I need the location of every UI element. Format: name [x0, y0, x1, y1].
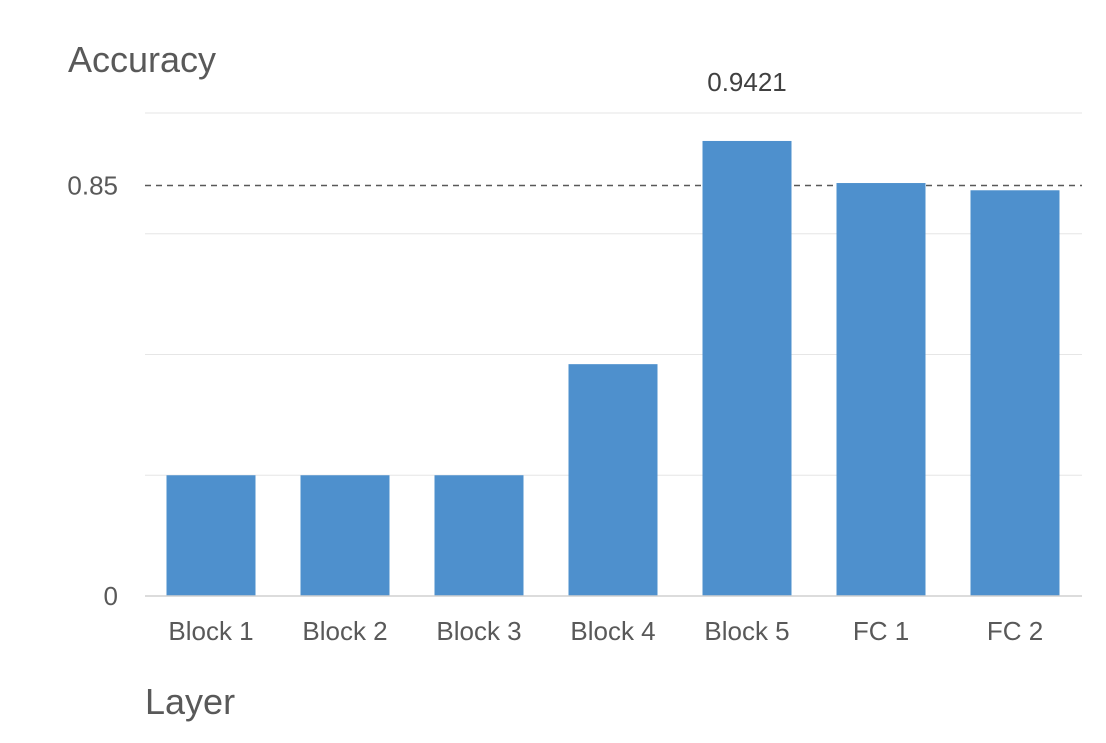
bar-fc-2	[970, 190, 1060, 596]
x-tick-label-block-3: Block 3	[436, 616, 521, 646]
x-tick-label-block-1: Block 1	[168, 616, 253, 646]
x-tick-label-block-2: Block 2	[302, 616, 387, 646]
bar-block-4	[568, 364, 658, 596]
y-tick-label-0: 0	[104, 581, 118, 611]
bar-fc-1	[836, 183, 926, 596]
bars	[166, 140, 1060, 596]
x-tick-label-fc-1: FC 1	[853, 616, 909, 646]
data-labels: 0.9421	[707, 67, 787, 97]
bar-block-2	[300, 475, 390, 596]
y-axis-title: Accuracy	[68, 39, 216, 80]
bar-block-3	[434, 475, 524, 596]
data-label-block-5: 0.9421	[707, 67, 787, 97]
y-tick-label-1: 0.85	[67, 170, 118, 200]
x-tick-label-block-4: Block 4	[570, 616, 655, 646]
bar-block-1	[166, 475, 256, 596]
bar-block-5	[702, 140, 792, 596]
x-tick-label-fc-2: FC 2	[987, 616, 1043, 646]
x-tick-label-block-5: Block 5	[704, 616, 789, 646]
x-axis-title: Layer	[145, 681, 235, 722]
x-tick-labels: Block 1 Block 2 Block 3 Block 4 Block 5 FC 1 F…	[168, 616, 1043, 646]
y-tick-labels: 00.85	[67, 170, 118, 611]
